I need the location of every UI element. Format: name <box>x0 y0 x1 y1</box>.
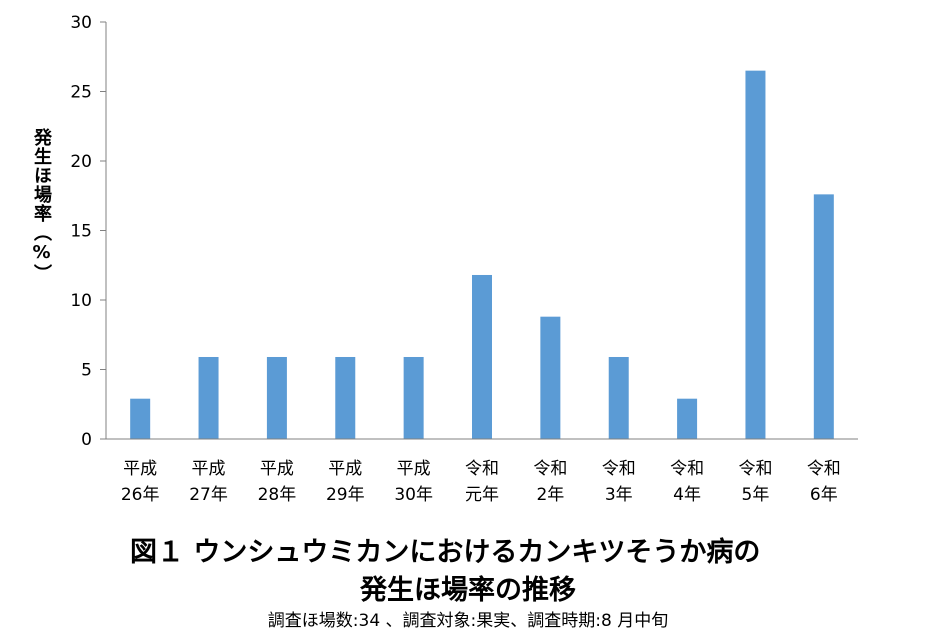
x-tick-label: 29年 <box>326 485 365 505</box>
x-tick-label: 平成 <box>260 459 294 479</box>
x-tick-label: 平成 <box>123 459 157 479</box>
bar <box>335 356 356 439</box>
x-tick-label: 2年 <box>536 485 564 505</box>
y-tick-label: 15 <box>70 222 92 242</box>
x-tick-label: 5年 <box>742 485 770 505</box>
y-tick-label: 0 <box>81 430 92 450</box>
bar <box>540 316 561 439</box>
x-tick-label: 令和 <box>738 459 772 479</box>
bar <box>198 356 219 439</box>
figure-title-line2: 発生ほ場率の推移 <box>360 575 576 606</box>
y-tick-label: 25 <box>70 83 92 103</box>
x-tick-label: 令和 <box>670 459 704 479</box>
bar <box>266 356 287 439</box>
bar <box>813 194 834 439</box>
x-tick-label: 平成 <box>192 459 226 479</box>
bar <box>403 356 424 439</box>
bar <box>472 274 492 439</box>
bar <box>608 356 629 439</box>
y-axis-label: 発生ほ場率（%） <box>31 128 52 283</box>
x-tick-label: 令和 <box>807 459 841 479</box>
x-tick-label: 令和 <box>533 459 567 479</box>
figure-title-line1: 図１ ウンシュウミカンにおけるカンキツそうか病の <box>130 537 761 568</box>
x-tick-label: 3年 <box>605 485 633 505</box>
x-tick-label: 28年 <box>258 485 297 505</box>
x-tick-label: 平成 <box>397 459 431 479</box>
y-tick-label: 10 <box>70 291 92 311</box>
x-tick-label: 元年 <box>465 485 499 505</box>
bar <box>745 70 766 440</box>
bar <box>130 398 151 439</box>
bar-chart: 0 5 10 15 20 25 30 平成 26年 平成 27年 平成 28年 平成 29年 平成 30年 令和元… <box>70 13 858 505</box>
y-tick-label: 20 <box>70 152 92 172</box>
bar <box>677 398 698 439</box>
x-tick-label: 6年 <box>810 485 838 505</box>
x-tick-label: 平成 <box>328 459 362 479</box>
x-tick-label: 30年 <box>394 485 433 505</box>
figure-note: 調査ほ場数:34 、調査対象:果実、調査時期:8 月中旬 <box>267 611 669 631</box>
x-tick-label: 26年 <box>121 485 160 505</box>
x-tick-label: 令和 <box>465 459 499 479</box>
x-tick-label: 4年 <box>673 485 701 505</box>
y-tick-label: 30 <box>70 13 92 33</box>
x-tick-label: 27年 <box>189 485 228 505</box>
x-tick-label: 令和 <box>602 459 636 479</box>
y-tick-label: 5 <box>81 361 92 381</box>
